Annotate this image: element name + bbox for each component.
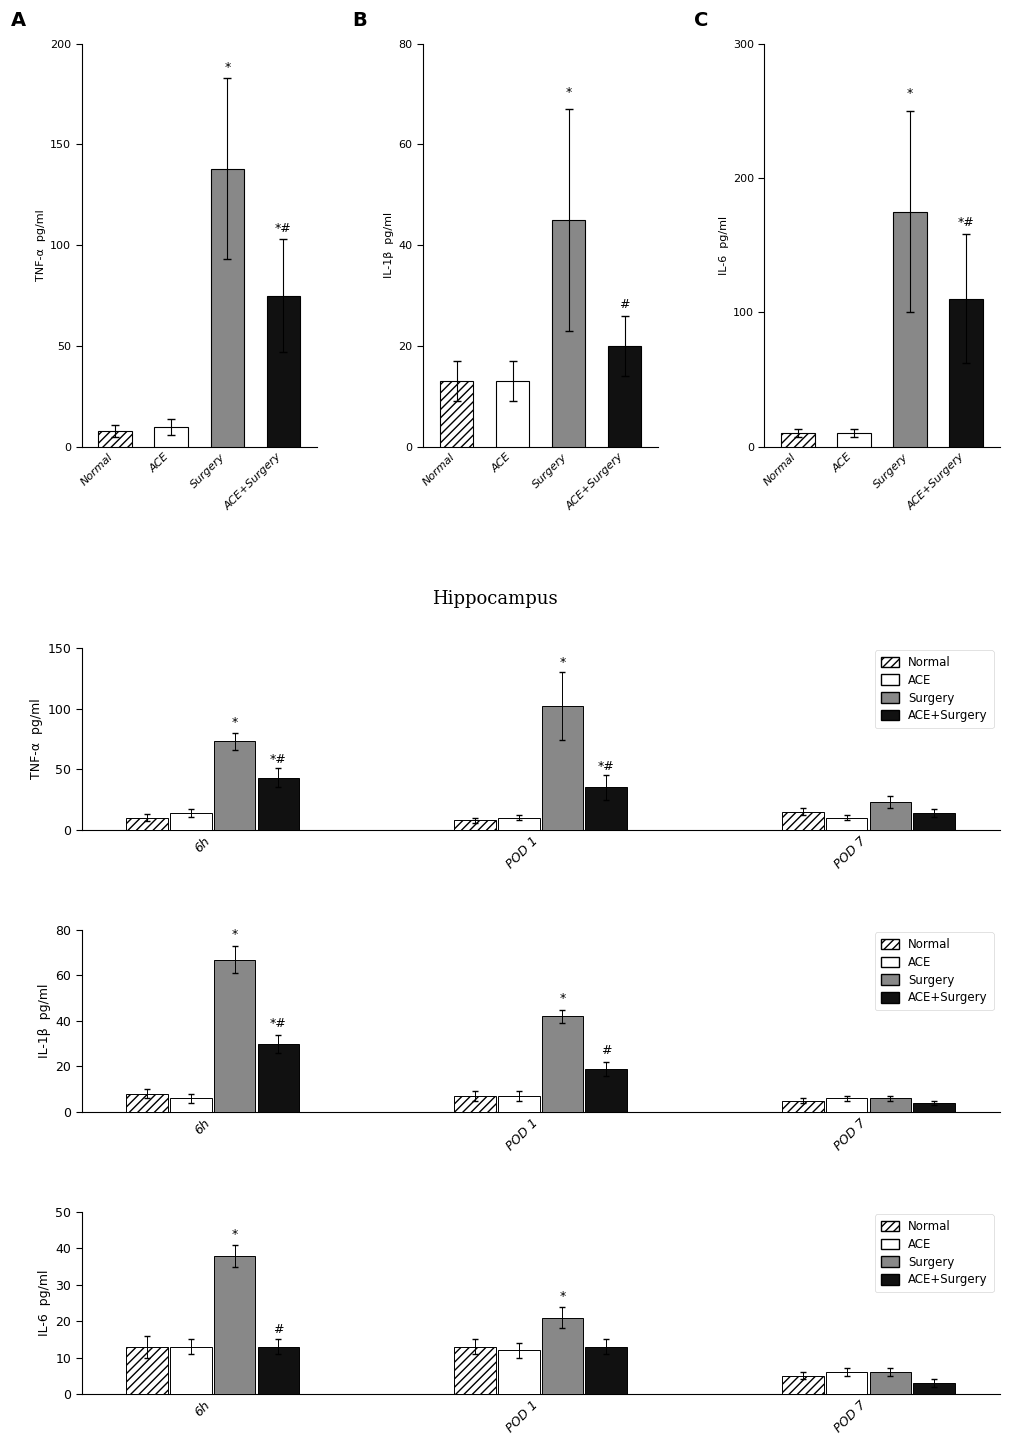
Bar bbox=[170, 1346, 212, 1394]
Text: *: * bbox=[231, 1228, 237, 1241]
Text: *: * bbox=[558, 992, 565, 1005]
Text: Hippocampus: Hippocampus bbox=[431, 590, 557, 608]
Text: *#: *# bbox=[597, 759, 613, 772]
Text: *: * bbox=[231, 928, 237, 941]
Bar bbox=[585, 787, 627, 831]
Bar bbox=[126, 817, 168, 831]
Bar bbox=[439, 382, 473, 447]
Legend: Normal, ACE, Surgery, ACE+Surgery: Normal, ACE, Surgery, ACE+Surgery bbox=[874, 932, 993, 1011]
Text: *#: *# bbox=[270, 1016, 286, 1029]
Bar bbox=[585, 1346, 627, 1394]
Text: *#: *# bbox=[270, 752, 286, 765]
Bar bbox=[453, 820, 495, 831]
Bar bbox=[782, 812, 823, 831]
Bar bbox=[782, 1375, 823, 1394]
Bar bbox=[497, 1350, 539, 1394]
Text: *#: *# bbox=[275, 222, 291, 235]
Y-axis label: IL-1β  pg/ml: IL-1β pg/ml bbox=[384, 212, 393, 279]
Bar bbox=[453, 1096, 495, 1112]
Bar bbox=[541, 1317, 583, 1394]
Text: A: A bbox=[11, 12, 26, 30]
Bar bbox=[154, 427, 187, 447]
Legend: Normal, ACE, Surgery, ACE+Surgery: Normal, ACE, Surgery, ACE+Surgery bbox=[874, 1214, 993, 1292]
Bar bbox=[912, 813, 954, 831]
Text: *: * bbox=[231, 716, 237, 729]
Y-axis label: TNF-α  pg/ml: TNF-α pg/ml bbox=[31, 698, 43, 780]
Text: *#: *# bbox=[957, 216, 973, 229]
Text: *: * bbox=[558, 1289, 565, 1302]
Bar bbox=[585, 1069, 627, 1112]
Bar bbox=[266, 296, 300, 447]
Bar bbox=[497, 1096, 539, 1112]
Bar bbox=[497, 817, 539, 831]
Bar bbox=[551, 221, 585, 447]
Text: *: * bbox=[558, 655, 565, 668]
Bar bbox=[868, 1098, 910, 1112]
Y-axis label: IL-6  pg/ml: IL-6 pg/ml bbox=[38, 1269, 51, 1336]
Bar bbox=[893, 212, 926, 447]
Bar bbox=[868, 1372, 910, 1394]
Text: *: * bbox=[906, 87, 912, 100]
Bar bbox=[257, 1044, 299, 1112]
Bar bbox=[912, 1104, 954, 1112]
Y-axis label: IL-1β  pg/ml: IL-1β pg/ml bbox=[38, 983, 51, 1059]
Bar bbox=[541, 1016, 583, 1112]
Bar bbox=[825, 817, 866, 831]
Y-axis label: TNF-α  pg/ml: TNF-α pg/ml bbox=[36, 209, 46, 282]
Text: #: # bbox=[600, 1044, 610, 1057]
Bar bbox=[781, 433, 814, 447]
Bar bbox=[607, 346, 641, 447]
Bar bbox=[214, 742, 255, 831]
Bar bbox=[837, 433, 870, 447]
Bar bbox=[126, 1093, 168, 1112]
Bar bbox=[495, 382, 529, 447]
Text: #: # bbox=[273, 1323, 283, 1336]
Bar bbox=[214, 1256, 255, 1394]
Bar bbox=[868, 802, 910, 831]
Bar bbox=[98, 431, 131, 447]
Bar bbox=[541, 706, 583, 831]
Legend: Normal, ACE, Surgery, ACE+Surgery: Normal, ACE, Surgery, ACE+Surgery bbox=[874, 650, 993, 727]
Text: B: B bbox=[352, 12, 367, 30]
Bar bbox=[126, 1346, 168, 1394]
Bar bbox=[782, 1101, 823, 1112]
Bar bbox=[170, 1098, 212, 1112]
Bar bbox=[170, 813, 212, 831]
Text: #: # bbox=[619, 298, 630, 311]
Text: *: * bbox=[565, 86, 572, 99]
Bar bbox=[825, 1372, 866, 1394]
Bar bbox=[257, 778, 299, 831]
Bar bbox=[214, 960, 255, 1112]
Bar bbox=[949, 299, 982, 447]
Text: C: C bbox=[693, 12, 707, 30]
Bar bbox=[210, 168, 244, 447]
Bar bbox=[453, 1346, 495, 1394]
Text: *: * bbox=[224, 61, 230, 74]
Y-axis label: IL-6  pg/ml: IL-6 pg/ml bbox=[717, 215, 728, 274]
Bar bbox=[257, 1346, 299, 1394]
Bar bbox=[912, 1382, 954, 1394]
Bar bbox=[825, 1098, 866, 1112]
